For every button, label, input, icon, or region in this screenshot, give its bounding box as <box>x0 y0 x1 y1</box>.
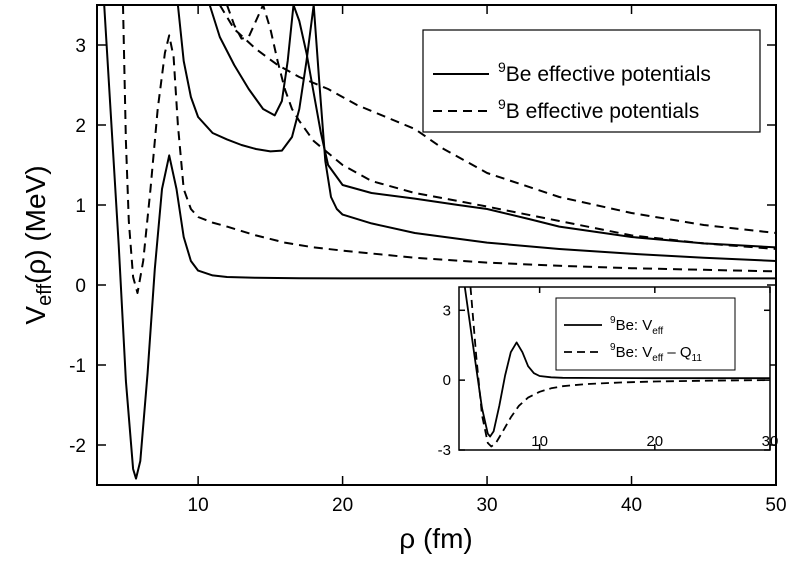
inset-legend-label-1: 9Be: Veff <box>610 315 663 337</box>
inset-plot-frame <box>458 286 771 451</box>
main-x-tick-label: 20 <box>332 495 353 516</box>
main-legend-box <box>422 29 761 133</box>
main-series-1-solid <box>103 5 776 480</box>
main-y-tick-label: -1 <box>69 356 86 377</box>
inset-legend-label-2: 9Be: Veff – Q11 <box>610 342 702 364</box>
main-y-tick-label: 2 <box>75 116 86 137</box>
inset-y-tick-label: 0 <box>443 372 451 389</box>
main-series-4-dashed <box>122 5 776 294</box>
main-y-tick-label: 0 <box>75 276 86 297</box>
main-series-6-dashed <box>218 5 776 234</box>
main-x-tick-label: 30 <box>476 495 497 516</box>
main-legend-label-2: 9B effective potentials <box>498 96 699 123</box>
main-series-group <box>103 5 776 480</box>
main-x-tick-label: 50 <box>765 495 786 516</box>
main-series-5-dashed <box>226 5 776 250</box>
main-series-2-solid <box>176 5 776 262</box>
main-legend: 9Be effective potentials 9B effective po… <box>422 29 761 133</box>
x-axis-label: ρ (fm) <box>399 523 472 554</box>
inset-x-tick-label: 20 <box>646 433 663 450</box>
inset-series-group <box>463 287 770 448</box>
main-y-tick-label: -2 <box>69 436 86 457</box>
inset-series-1-solid <box>463 287 770 438</box>
main-y-tick-label: 3 <box>75 36 86 57</box>
inset-legend-box <box>555 297 736 371</box>
inset-y-tick-label: 3 <box>443 302 451 319</box>
inset-legend: 9Be: Veff 9Be: Veff – Q11 <box>555 297 736 371</box>
inset-y-tick-label: -3 <box>438 442 451 459</box>
main-y-tick-label: 1 <box>75 196 86 217</box>
main-series-3-solid <box>208 5 776 249</box>
inset-axis-ticks: 10 20 30 -3 0 3 <box>438 287 779 459</box>
y-axis-label: Veff(ρ) (MeV) <box>20 165 56 324</box>
inset-x-tick-label: 30 <box>762 433 779 450</box>
main-x-tick-label: 40 <box>621 495 642 516</box>
main-plot-frame <box>96 4 777 486</box>
main-legend-label-1: 9Be effective potentials <box>498 59 711 86</box>
main-x-tick-label: 10 <box>188 495 209 516</box>
inset-x-tick-label: 10 <box>531 433 548 450</box>
